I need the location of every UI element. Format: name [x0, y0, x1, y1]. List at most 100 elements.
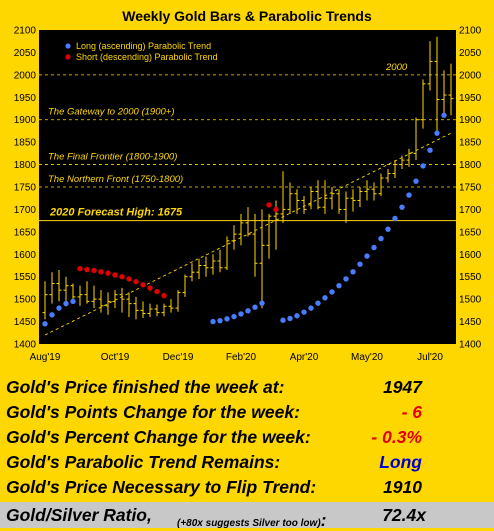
long-trend-dot	[56, 305, 62, 311]
long-trend-dot	[252, 304, 258, 310]
short-trend-dot	[266, 202, 272, 208]
long-trend-dot	[63, 300, 69, 307]
short-trend-dot	[273, 206, 279, 213]
x-tick-label: Apr'20	[290, 352, 319, 363]
ratio-value: 72.4x	[382, 505, 426, 525]
legend-label: Short (descending) Parabolic Trend	[76, 52, 218, 62]
short-trend-dot	[133, 278, 139, 285]
y-tick-label-right: 1950	[459, 93, 482, 104]
y-tick-label-left: 1600	[14, 250, 37, 261]
stat-row-points-change: Gold's Points Change for the week: - 6	[6, 402, 490, 426]
long-trend-dot	[357, 261, 363, 267]
y-tick-label-right: 1650	[459, 227, 482, 238]
long-trend-dot	[245, 308, 251, 314]
x-tick-label: Dec'19	[163, 352, 194, 363]
stat-value: Long	[379, 452, 422, 472]
y-tick-label-left: 1750	[14, 183, 37, 194]
long-trend-dot	[364, 253, 370, 259]
short-trend-dot	[161, 292, 167, 299]
stat-row-flip-price: Gold's Price Necessary to Flip Trend: 19…	[6, 477, 490, 501]
stat-value: 1910	[383, 477, 422, 497]
long-trend-dot	[294, 313, 300, 319]
stat-value: - 0.3%	[371, 427, 422, 447]
annotation-label: The Gateway to 2000 (1900+)	[48, 107, 174, 118]
short-trend-dot	[105, 270, 111, 276]
long-trend-dot	[392, 215, 398, 222]
short-trend-dot	[126, 276, 132, 282]
y-tick-label-right: 1750	[459, 183, 482, 194]
short-trend-dot	[154, 288, 160, 295]
short-trend-dot	[98, 269, 104, 275]
ratio-label: Gold/Silver Ratio,	[6, 505, 152, 525]
y-tick-label-right: 2000	[459, 70, 482, 81]
stat-label: Gold's Percent Change for the week:	[6, 427, 311, 447]
price-chart: 1400 1400 1450 1450 1500 1500 1550 1550 1600 1600…	[14, 26, 482, 364]
legend-marker	[65, 43, 71, 49]
long-trend-dot	[406, 192, 412, 198]
long-trend-dot	[210, 318, 216, 325]
long-trend-dot	[322, 295, 328, 301]
long-trend-dot	[49, 312, 55, 318]
y-tick-label-left: 2100	[14, 26, 37, 37]
long-trend-dot	[350, 269, 356, 275]
chart-title: Weekly Gold Bars & Parabolic Trends	[122, 8, 372, 24]
long-trend-dot	[413, 178, 419, 184]
long-trend-dot	[287, 315, 293, 322]
annotation-label: The Northern Front (1750-1800)	[48, 174, 183, 185]
y-tick-label-right: 1550	[459, 272, 482, 283]
y-tick-label-left: 1550	[14, 272, 37, 283]
long-trend-dot	[434, 130, 440, 136]
stat-label: Gold's Price Necessary to Flip Trend:	[6, 477, 317, 497]
long-trend-dot	[259, 300, 265, 306]
y-tick-label-left: 2000	[14, 70, 37, 81]
long-trend-dot	[301, 309, 307, 315]
long-trend-dot	[385, 226, 391, 232]
long-trend-dot	[441, 112, 447, 118]
ratio-note: (+80x suggests Silver too low):	[177, 510, 326, 531]
y-tick-label-right: 1800	[459, 160, 482, 171]
y-tick-label-left: 1800	[14, 160, 37, 171]
short-trend-dot	[140, 282, 146, 288]
y-tick-label-left: 1700	[14, 205, 37, 216]
y-tick-label-right: 1400	[459, 340, 482, 351]
stat-row-trend: Gold's Parabolic Trend Remains: Long	[6, 452, 490, 476]
long-trend-dot	[420, 163, 426, 169]
y-tick-label-right: 2100	[459, 26, 482, 37]
stat-value: 1947	[383, 377, 422, 397]
long-trend-dot	[308, 305, 314, 311]
short-trend-dot	[91, 267, 97, 274]
short-trend-dot	[119, 274, 125, 280]
short-trend-dot	[84, 266, 90, 273]
legend-marker	[65, 54, 71, 60]
long-trend-dot	[378, 235, 384, 242]
ratio-note-text: (+80x suggests Silver too low)	[177, 518, 321, 529]
y-tick-label-right: 2050	[459, 48, 482, 59]
long-trend-dot	[217, 317, 223, 324]
y-tick-label-right: 1850	[459, 138, 482, 149]
y-tick-label-right: 1450	[459, 317, 482, 328]
short-trend-dot	[147, 285, 153, 291]
annotation-label: 2020 Forecast High: 1675	[49, 207, 183, 219]
long-trend-dot	[371, 244, 377, 251]
stat-row-price: Gold's Price finished the week at: 1947	[6, 377, 490, 401]
annotation-label: 2000	[385, 62, 408, 73]
stat-row-percent-change: Gold's Percent Change for the week: - 0.…	[6, 427, 490, 451]
short-trend-dot	[77, 265, 83, 272]
ratio-separator: :	[320, 510, 327, 530]
y-tick-label-right: 1700	[459, 205, 482, 216]
long-trend-dot	[42, 321, 48, 327]
y-tick-label-left: 1450	[14, 317, 37, 328]
y-tick-label-right: 1600	[459, 250, 482, 261]
long-trend-dot	[280, 317, 286, 323]
long-trend-dot	[399, 204, 405, 210]
x-tick-label: May'20	[351, 352, 383, 363]
y-tick-label-left: 1950	[14, 93, 37, 104]
annotation-label: The Final Frontier (1800-1900)	[48, 152, 177, 163]
x-tick-label: Feb'20	[226, 352, 257, 363]
y-tick-label-left: 2050	[14, 48, 37, 59]
y-tick-label-left: 1500	[14, 295, 37, 306]
stat-label: Gold's Points Change for the week:	[6, 402, 300, 422]
y-tick-label-left: 1650	[14, 227, 37, 238]
long-trend-dot	[336, 282, 342, 289]
